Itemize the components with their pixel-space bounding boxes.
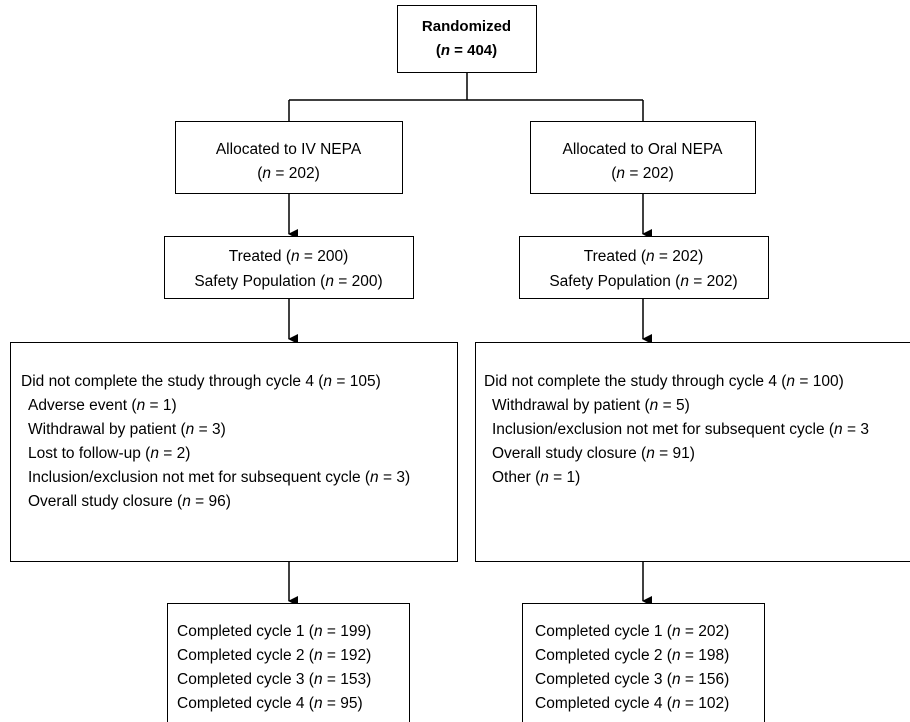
oral-reason: Withdrawal by patient (n = 5) — [492, 397, 690, 414]
iv-reason: Lost to follow-up (n = 2) — [28, 445, 191, 462]
oral-reason: Overall study closure (n = 91) — [492, 445, 695, 462]
iv-discontinued-heading: Did not complete the study through cycle… — [21, 373, 381, 390]
iv-allocated-count: (n = 202) — [257, 165, 320, 182]
iv-completed-cycle: Completed cycle 3 (n = 153) — [177, 671, 372, 688]
iv-reason: Overall study closure (n = 96) — [28, 493, 231, 510]
iv-allocated-label: Allocated to IV NEPA — [215, 141, 362, 158]
iv-treated-box: Treated (n = 200) Safety Population (n =… — [164, 236, 414, 299]
oral-treated-label: Treated (n = 202) — [583, 248, 704, 265]
oral-completed-cycle: Completed cycle 2 (n = 198) — [535, 647, 730, 664]
iv-treated-label: Treated (n = 200) — [228, 248, 349, 265]
randomized-count: (n = 404) — [435, 42, 498, 59]
iv-completed-box: Completed cycle 1 (n = 199) Completed cy… — [167, 603, 410, 722]
iv-reason: Withdrawal by patient (n = 3) — [28, 421, 226, 438]
oral-allocated-label: Allocated to Oral NEPA — [562, 141, 723, 158]
oral-allocated-count: (n = 202) — [611, 165, 674, 182]
oral-completed-cycle: Completed cycle 4 (n = 102) — [535, 695, 730, 712]
oral-allocated-box: Allocated to Oral NEPA (n = 202) — [530, 121, 756, 194]
oral-safety-population: Safety Population (n = 202) — [549, 273, 738, 290]
oral-treated-box: Treated (n = 202) Safety Population (n =… — [519, 236, 769, 299]
iv-completed-cycle: Completed cycle 4 (n = 95) — [177, 695, 363, 712]
oral-discontinued-box: Did not complete the study through cycle… — [475, 342, 910, 562]
iv-reason: Inclusion/exclusion not met for subseque… — [28, 469, 411, 486]
iv-safety-population: Safety Population (n = 200) — [194, 273, 383, 290]
iv-completed-cycle: Completed cycle 2 (n = 192) — [177, 647, 372, 664]
oral-completed-cycle: Completed cycle 3 (n = 156) — [535, 671, 730, 688]
oral-completed-cycle: Completed cycle 1 (n = 202) — [535, 623, 730, 640]
iv-reason: Adverse event (n = 1) — [28, 397, 177, 414]
iv-completed-cycle: Completed cycle 1 (n = 199) — [177, 623, 372, 640]
oral-reason: Inclusion/exclusion not met for subseque… — [492, 421, 869, 438]
iv-allocated-box: Allocated to IV NEPA (n = 202) — [175, 121, 403, 194]
randomized-box: Randomized (n = 404) — [397, 5, 537, 73]
oral-reason: Other (n = 1) — [492, 469, 581, 486]
oral-completed-box: Completed cycle 1 (n = 202) Completed cy… — [522, 603, 765, 722]
oral-discontinued-heading: Did not complete the study through cycle… — [484, 373, 844, 390]
randomized-title: Randomized — [421, 18, 512, 35]
iv-discontinued-box: Did not complete the study through cycle… — [10, 342, 458, 562]
